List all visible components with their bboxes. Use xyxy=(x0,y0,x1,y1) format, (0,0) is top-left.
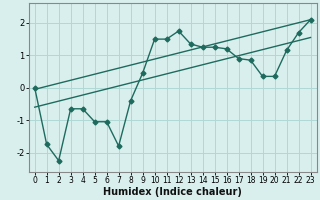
X-axis label: Humidex (Indice chaleur): Humidex (Indice chaleur) xyxy=(103,187,242,197)
